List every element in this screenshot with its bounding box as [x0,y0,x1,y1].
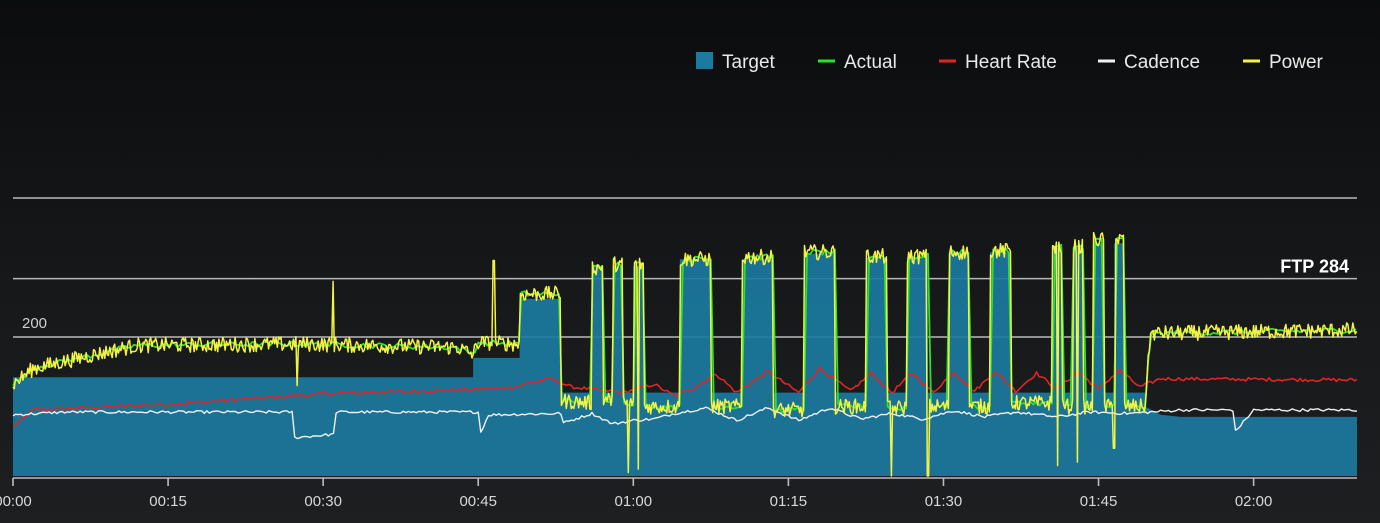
legend-label-heart-rate: Heart Rate [965,52,1057,73]
x-tick-label-8: 02:00 [1235,493,1273,510]
heart-rate-line [12,366,1358,428]
x-tick-label-3: 00:45 [459,493,497,510]
x-tick-label-0: 00:00 [0,493,32,510]
chart-series [12,231,1358,477]
target-area [13,243,1357,476]
cadence-line [12,406,1357,440]
chart-legend: Target Actual Heart Rate Cadence Power [696,52,1324,73]
power-line [12,231,1358,477]
reference-label-200: 200 [22,315,47,332]
x-axis: 00:00 00:15 00:30 00:45 01:00 01:15 01:30 01:45… [0,477,1357,510]
x-tick-label-7: 01:45 [1080,493,1118,510]
x-tick-label-6: 01:30 [925,493,963,510]
ftp-label: FTP 284 [1280,257,1349,277]
legend-label-cadence: Cadence [1124,52,1200,73]
legend-label-target: Target [722,52,776,73]
x-tick-label-4: 01:00 [615,493,653,510]
legend-swatch-target [696,52,713,69]
x-tick-label-1: 00:15 [149,493,187,510]
x-tick-label-5: 01:15 [770,493,808,510]
x-tick-label-2: 00:30 [304,493,342,510]
legend-label-actual: Actual [844,52,897,73]
legend-label-power: Power [1269,52,1324,73]
